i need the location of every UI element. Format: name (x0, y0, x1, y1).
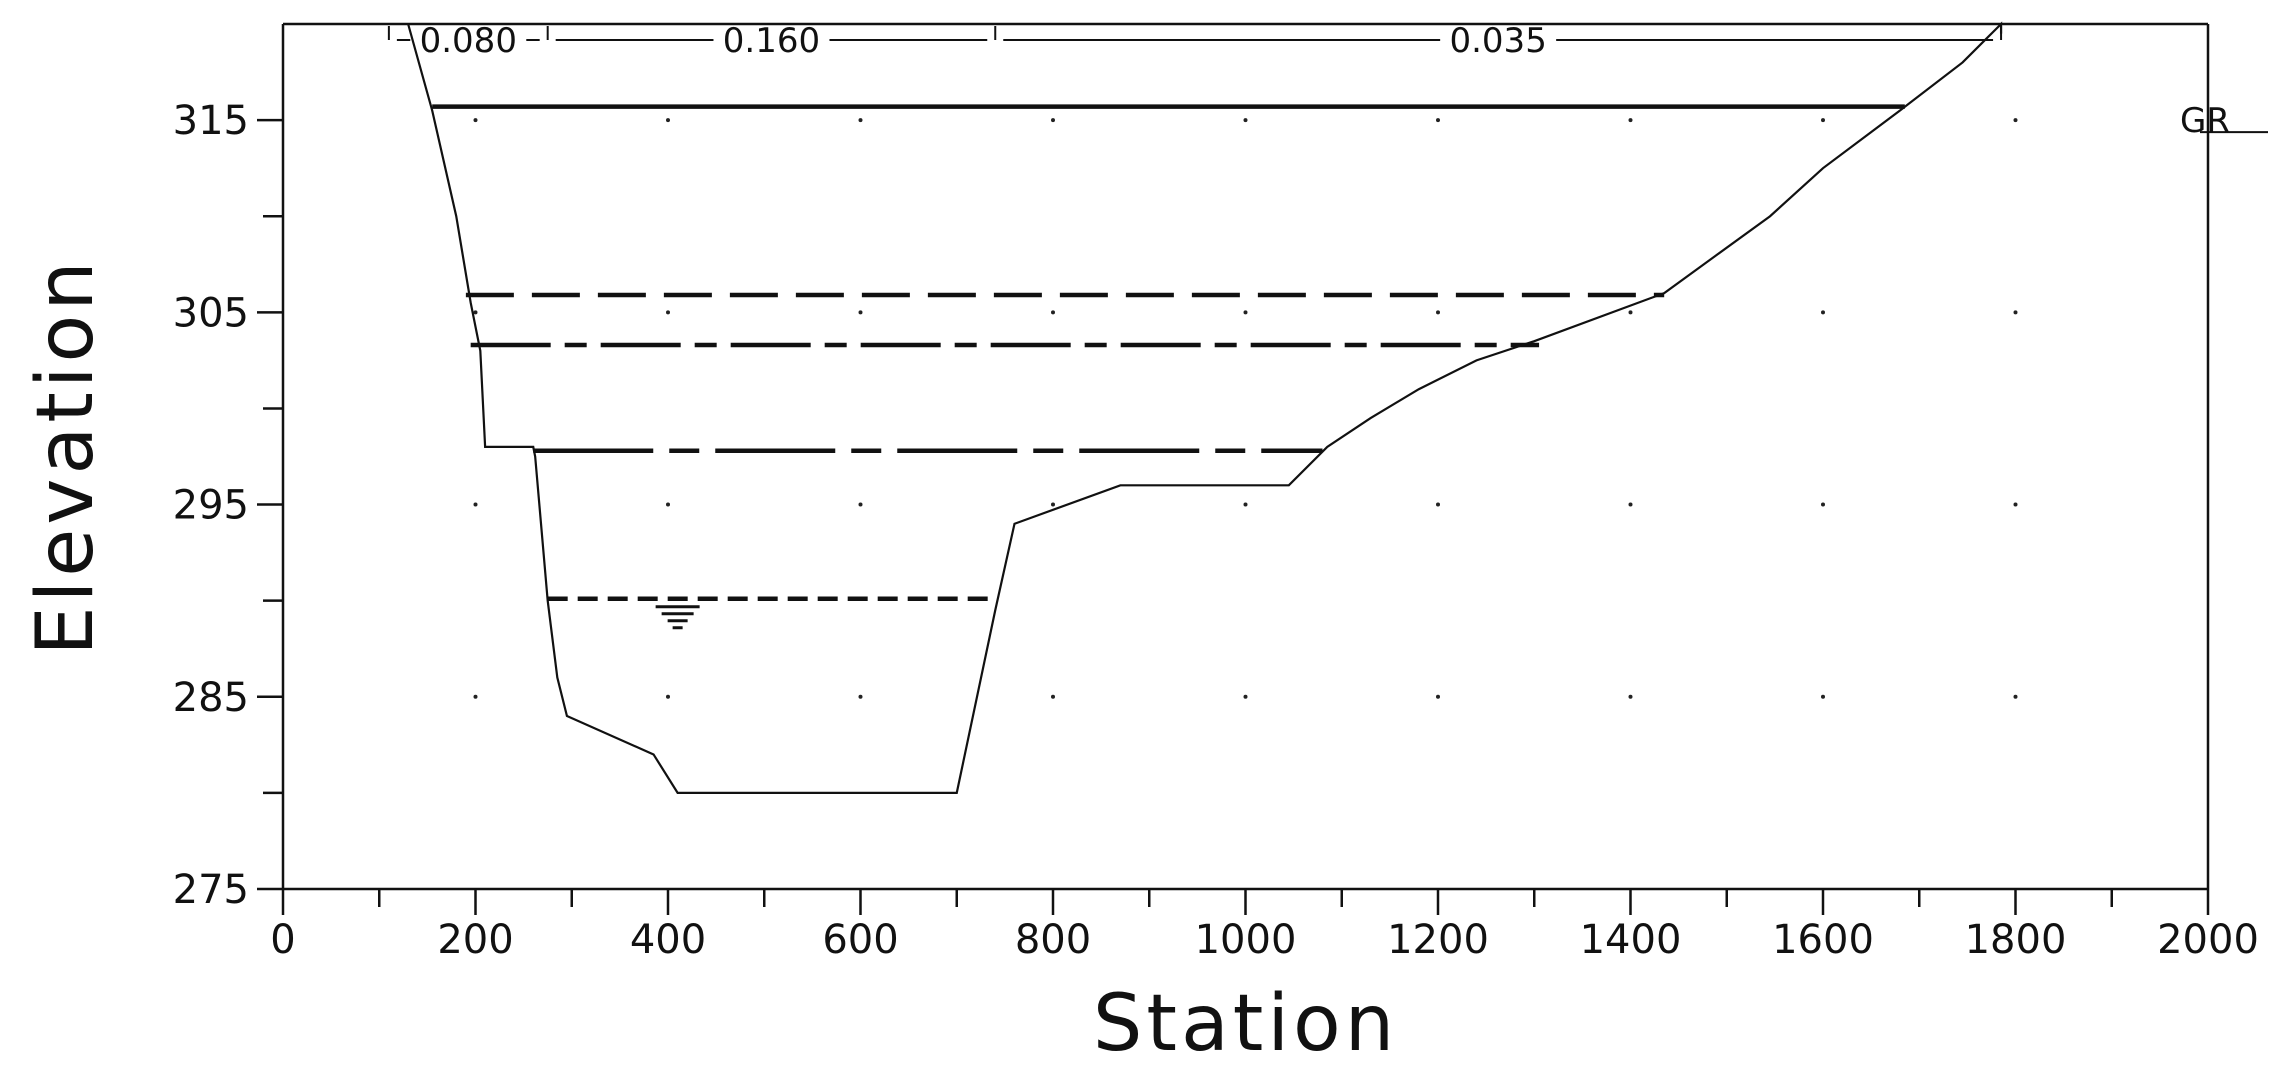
grid-dot (1436, 310, 1440, 315)
grid-dot (858, 118, 863, 123)
y-ticks: 275 285 295 305 315 (173, 98, 283, 913)
grid-dot (1051, 118, 1055, 123)
y-tick-label: 315 (173, 98, 249, 144)
legend: GR (2180, 101, 2268, 141)
manning-n-bar: 0.080 0.160 0.035 (387, 21, 2003, 61)
x-tick-label: 1400 (1580, 917, 1682, 963)
grid-dot (1436, 118, 1440, 123)
grid-dot (1821, 118, 1825, 123)
grid-dot (1436, 502, 1440, 507)
grid-dot (1821, 310, 1825, 315)
x-tick-label: 1800 (1965, 917, 2067, 963)
grid-dot (1821, 502, 1825, 507)
grid-dot (473, 310, 478, 315)
grid-dot (473, 118, 478, 123)
grid-dot (1243, 118, 1248, 123)
grid-dot (1051, 502, 1055, 507)
y-tick-label: 295 (173, 483, 249, 529)
grid-dot (1628, 118, 1633, 123)
y-tick-label: 285 (173, 675, 249, 721)
ground-line (407, 21, 2003, 794)
manning-n-label: 0.035 (1449, 21, 1546, 61)
grid-dot (473, 502, 478, 507)
grid-dot (666, 310, 670, 315)
x-tick-label: 400 (630, 917, 706, 963)
water-surface-marker (655, 605, 700, 630)
grid-dot (2013, 694, 2018, 699)
grid-dot (1243, 310, 1248, 315)
grid-dot (858, 694, 863, 699)
grid-dot (1436, 694, 1440, 699)
grid-dot (1628, 310, 1633, 315)
grid-dot (1821, 694, 1825, 699)
grid-dot (1628, 694, 1633, 699)
grid-dot (2013, 310, 2018, 315)
grid-dot (1243, 502, 1248, 507)
grid-dot (1051, 310, 1055, 315)
grid-dot (473, 694, 478, 699)
x-tick-label: 1600 (1772, 917, 1874, 963)
ground-profile (407, 21, 2003, 794)
x-ticks: 0 200 400 600 800 1000 1200 1400 1600 1800 2000 (270, 889, 2259, 963)
x-tick-label: 200 (437, 917, 513, 963)
grid-dot (1628, 502, 1633, 507)
x-tick-label: 2000 (2157, 917, 2259, 963)
x-tick-label: 800 (1015, 917, 1091, 963)
grid-dots (473, 118, 2018, 699)
grid-dot (858, 502, 863, 507)
x-tick-label: 600 (822, 917, 898, 963)
grid-dot (666, 118, 670, 123)
y-tick-label: 275 (173, 867, 249, 913)
y-axis-title: Elevation (21, 257, 111, 655)
water-surface-lines (432, 104, 1905, 601)
y-tick-label: 305 (173, 290, 249, 336)
manning-n-label: 0.160 (723, 21, 820, 61)
grid-dot (666, 694, 670, 699)
manning-n-label: 0.080 (420, 21, 517, 61)
grid-dot (2013, 118, 2018, 123)
grid-dot (858, 310, 863, 315)
x-tick-label: 1200 (1387, 917, 1489, 963)
grid-dot (666, 502, 670, 507)
grid-dot (2013, 502, 2018, 507)
x-tick-label: 0 (270, 917, 295, 963)
grid-dot (1243, 694, 1248, 699)
legend-ground-label: GR (2180, 101, 2230, 141)
axes (281, 22, 2210, 891)
x-tick-label: 1000 (1195, 917, 1297, 963)
grid-dot (1051, 694, 1055, 699)
x-axis-title: Station (1093, 979, 1398, 1066)
